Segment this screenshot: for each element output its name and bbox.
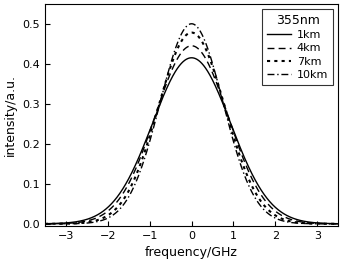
4km bbox=[178, 53, 182, 57]
10km bbox=[58, 222, 62, 225]
1km bbox=[336, 222, 340, 225]
7km bbox=[43, 222, 47, 225]
7km bbox=[274, 214, 278, 218]
10km bbox=[328, 222, 332, 225]
10km bbox=[43, 222, 47, 225]
4km bbox=[336, 222, 340, 225]
7km bbox=[178, 43, 182, 46]
Legend: 1km, 4km, 7km, 10km: 1km, 4km, 7km, 10km bbox=[262, 9, 333, 84]
Line: 10km: 10km bbox=[45, 24, 338, 224]
10km bbox=[336, 222, 340, 225]
10km bbox=[185, 24, 189, 27]
10km bbox=[189, 22, 194, 25]
7km bbox=[185, 32, 189, 36]
1km bbox=[328, 222, 332, 225]
Line: 7km: 7km bbox=[45, 33, 338, 224]
7km bbox=[328, 222, 332, 225]
1km bbox=[328, 222, 332, 225]
1km bbox=[274, 206, 278, 210]
Y-axis label: intensity/a.u.: intensity/a.u. bbox=[4, 74, 17, 156]
4km bbox=[185, 45, 189, 48]
7km bbox=[336, 222, 340, 225]
10km bbox=[178, 36, 182, 39]
4km bbox=[328, 222, 332, 225]
4km bbox=[43, 222, 47, 225]
1km bbox=[43, 222, 47, 225]
7km bbox=[58, 222, 62, 225]
1km bbox=[58, 222, 62, 225]
X-axis label: frequency/GHz: frequency/GHz bbox=[145, 246, 238, 259]
4km bbox=[328, 222, 332, 225]
10km bbox=[274, 217, 278, 220]
4km bbox=[189, 44, 194, 47]
7km bbox=[189, 31, 194, 34]
4km bbox=[274, 210, 278, 213]
7km bbox=[328, 222, 332, 225]
1km bbox=[185, 57, 189, 60]
1km bbox=[189, 56, 194, 59]
4km bbox=[58, 222, 62, 225]
Line: 4km: 4km bbox=[45, 46, 338, 224]
Line: 1km: 1km bbox=[45, 58, 338, 224]
10km bbox=[328, 222, 332, 225]
1km bbox=[178, 64, 182, 67]
